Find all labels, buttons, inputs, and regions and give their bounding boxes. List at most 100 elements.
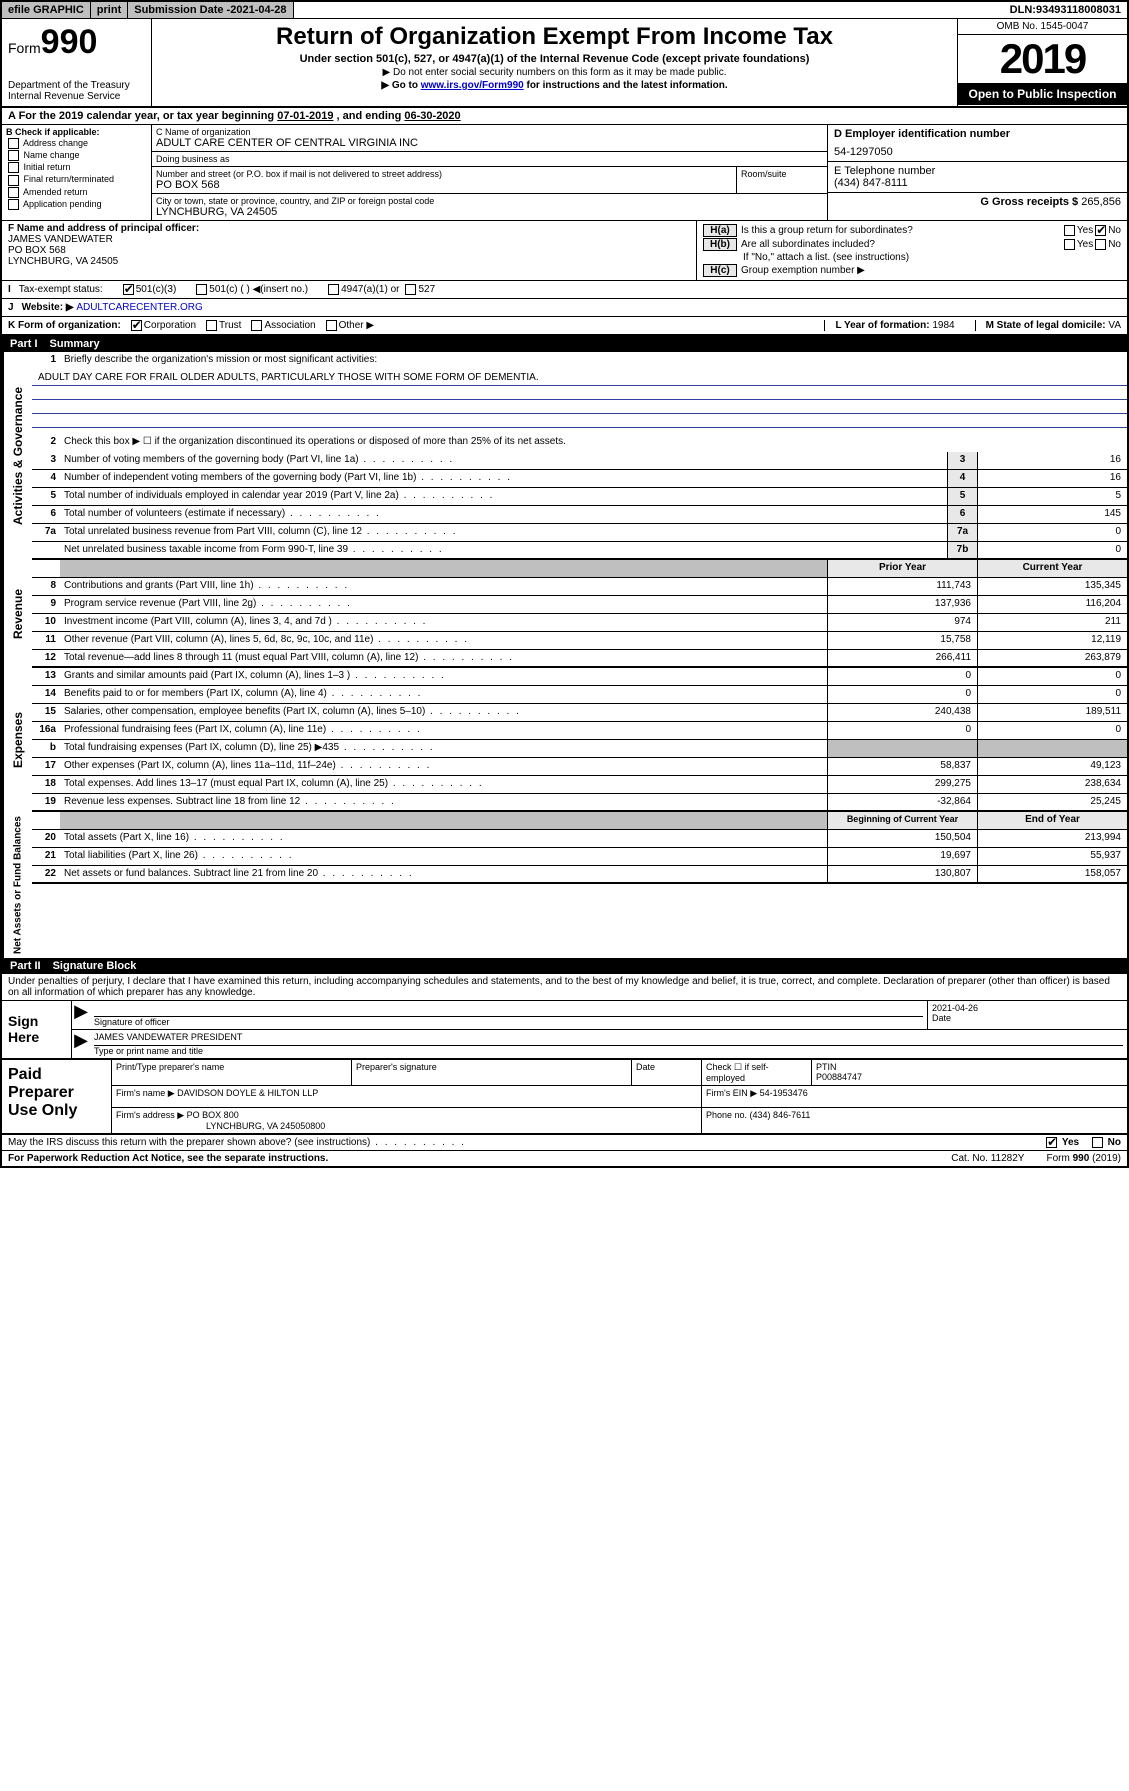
part-2-title: Signature Block	[53, 960, 137, 972]
table-row: 5 Total number of individuals employed i…	[32, 488, 1127, 506]
chk-label: Application pending	[23, 199, 102, 209]
chk-501c[interactable]	[196, 284, 207, 295]
form-prefix: Form	[8, 40, 41, 56]
submission-date-label: Submission Date -	[134, 4, 230, 16]
discuss-no[interactable]	[1092, 1137, 1103, 1148]
open-to-public-badge: Open to Public Inspection	[958, 83, 1127, 105]
chk-application-pending[interactable]: Application pending	[6, 199, 147, 210]
top-toolbar: efile GRAPHIC print Submission Date - 20…	[2, 2, 1127, 19]
period-end: 06-30-2020	[404, 110, 460, 122]
line-box: 4	[947, 470, 977, 487]
sign-here-label: Sign Here	[2, 1001, 72, 1058]
box-b: B Check if applicable: Address change Na…	[2, 125, 152, 220]
h-b-no[interactable]	[1095, 239, 1106, 250]
opt-501c: 501(c) ( ) ◀(insert no.)	[209, 284, 308, 295]
penalty-statement: Under penalties of perjury, I declare th…	[2, 974, 1127, 1001]
h-b-yes[interactable]	[1064, 239, 1075, 250]
line-num: 14	[32, 686, 60, 703]
catalog-number: Cat. No. 11282Y	[951, 1153, 1024, 1164]
chk-address-change[interactable]: Address change	[6, 138, 147, 149]
line-2-num: 2	[32, 434, 60, 452]
chk-trust[interactable]	[206, 320, 217, 331]
line-num: 15	[32, 704, 60, 721]
current-year-value: 135,345	[977, 578, 1127, 595]
chk-other[interactable]	[326, 320, 337, 331]
officer-name: JAMES VANDEWATER	[8, 234, 113, 245]
h-a-yes[interactable]	[1064, 225, 1075, 236]
chk-amended-return[interactable]: Amended return	[6, 187, 147, 198]
header-right: OMB No. 1545-0047 2019 Open to Public In…	[957, 19, 1127, 106]
opt-trust: Trust	[219, 320, 241, 331]
line-desc: Net unrelated business taxable income fr…	[60, 542, 947, 558]
discuss-yes[interactable]	[1046, 1137, 1057, 1148]
line-desc: Total unrelated business revenue from Pa…	[60, 524, 947, 541]
h-a-no[interactable]	[1095, 225, 1106, 236]
chk-initial-return[interactable]: Initial return	[6, 162, 147, 173]
irs-form990-link[interactable]: www.irs.gov/Form990	[421, 80, 524, 91]
tax-period-line: A For the 2019 calendar year, or tax yea…	[2, 108, 1127, 125]
prior-year-value: 130,807	[827, 866, 977, 882]
sidebar-expenses: Expenses	[2, 668, 32, 812]
chk-association[interactable]	[251, 320, 262, 331]
form-subtitle: Under section 501(c), 527, or 4947(a)(1)…	[160, 53, 949, 65]
form-footer: Form 990 (2019)	[1047, 1153, 1121, 1164]
line-desc: Total number of volunteers (estimate if …	[60, 506, 947, 523]
table-row: 11 Other revenue (Part VIII, column (A),…	[32, 632, 1127, 650]
room-label: Room/suite	[741, 169, 823, 179]
line-i-tax-exempt: I Tax-exempt status: 501(c)(3) 501(c) ( …	[2, 281, 1127, 299]
box-c: C Name of organization ADULT CARE CENTER…	[152, 125, 827, 220]
opt-other: Other ▶	[339, 320, 374, 331]
website-link[interactable]: ADULTCARECENTER.ORG	[76, 302, 203, 313]
current-year-value: 238,634	[977, 776, 1127, 793]
line-num: b	[32, 740, 60, 757]
period-start: 07-01-2019	[277, 110, 333, 122]
current-year-value: 55,937	[977, 848, 1127, 865]
ein-value: 54-1297050	[834, 146, 1121, 158]
chk-final-return[interactable]: Final return/terminated	[6, 174, 147, 185]
col-current-year: Current Year	[977, 560, 1127, 577]
chk-527[interactable]	[405, 284, 416, 295]
line-num: 9	[32, 596, 60, 613]
efile-graphic-button[interactable]: efile GRAPHIC	[2, 2, 91, 18]
line-desc: Benefits paid to or for members (Part IX…	[60, 686, 827, 703]
box-h: H(a) Is this a group return for subordin…	[697, 221, 1127, 280]
firm-phone-label: Phone no.	[706, 1110, 750, 1120]
table-row: 16a Professional fundraising fees (Part …	[32, 722, 1127, 740]
header-note-1: ▶ Do not enter social security numbers o…	[160, 67, 949, 78]
form-number: Form990	[8, 23, 145, 62]
chk-4947[interactable]	[328, 284, 339, 295]
line-num: 5	[32, 488, 60, 505]
phone-value: (434) 847-8111	[834, 177, 1121, 189]
h-b-text: Are all subordinates included?	[741, 239, 1062, 250]
table-row: 8 Contributions and grants (Part VIII, l…	[32, 578, 1127, 596]
table-row: 7a Total unrelated business revenue from…	[32, 524, 1127, 542]
dln-label: DLN:	[1010, 4, 1036, 16]
prior-year-value: 240,438	[827, 704, 977, 721]
dln: DLN: 93493118008031	[1004, 2, 1127, 18]
dln-value: 93493118008031	[1036, 4, 1121, 16]
submission-date-value: 2021-04-28	[230, 4, 286, 16]
line-num: 22	[32, 866, 60, 882]
line-desc: Number of voting members of the governin…	[60, 452, 947, 469]
h-c-label: H(c)	[703, 264, 737, 277]
print-button[interactable]: print	[91, 2, 128, 18]
table-row: 9 Program service revenue (Part VIII, li…	[32, 596, 1127, 614]
chk-name-change[interactable]: Name change	[6, 150, 147, 161]
firm-name-label: Firm's name ▶	[116, 1088, 175, 1098]
line-box: 5	[947, 488, 977, 505]
line-num: 21	[32, 848, 60, 865]
officer-signature-line[interactable]	[94, 1003, 923, 1017]
addr-label: Number and street (or P.O. box if mail i…	[156, 169, 732, 179]
city-label: City or town, state or province, country…	[156, 196, 823, 206]
city-value: LYNCHBURG, VA 24505	[156, 206, 823, 218]
table-row: 6 Total number of volunteers (estimate i…	[32, 506, 1127, 524]
state-domicile-value: VA	[1108, 320, 1121, 331]
current-year-value: 0	[977, 668, 1127, 685]
line-num: 12	[32, 650, 60, 666]
line-box: 3	[947, 452, 977, 469]
current-year-value: 263,879	[977, 650, 1127, 666]
chk-corporation[interactable]	[131, 320, 142, 331]
dba-label: Doing business as	[156, 154, 823, 164]
chk-501c3[interactable]	[123, 284, 134, 295]
self-employed-check[interactable]: Check ☐ if self-employed	[702, 1060, 812, 1085]
